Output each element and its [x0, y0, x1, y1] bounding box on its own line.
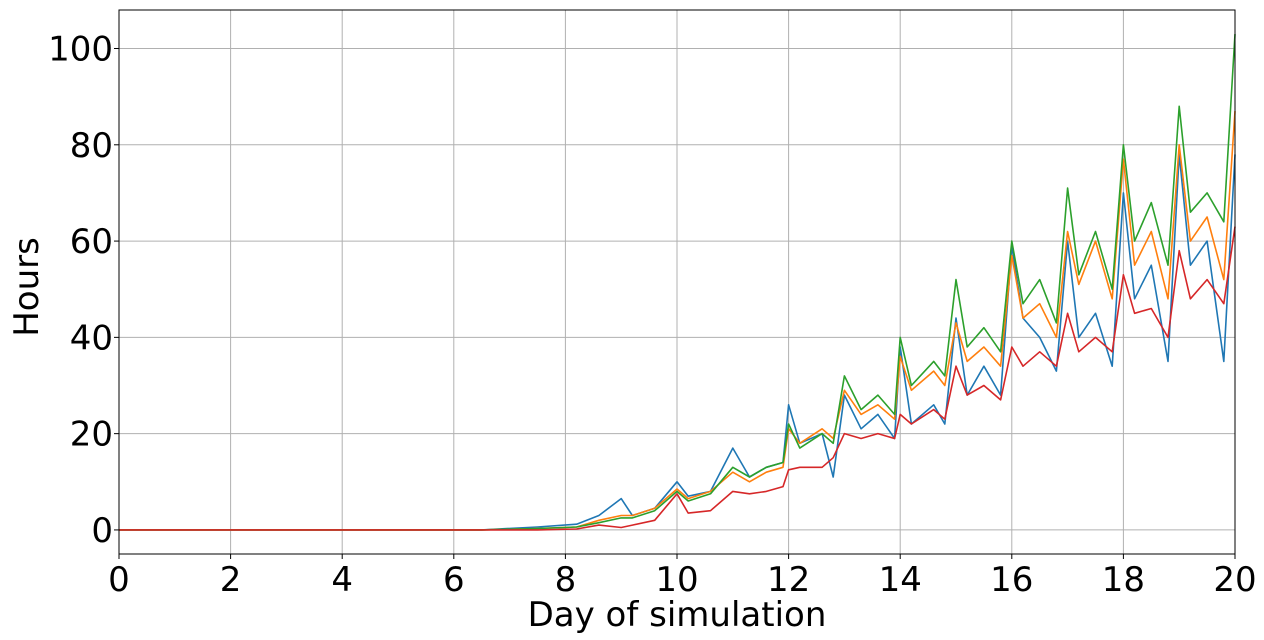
y-tick-label: 40: [70, 318, 113, 358]
y-tick-label: 80: [70, 126, 113, 166]
y-tick-label: 20: [70, 415, 113, 455]
x-tick-label: 18: [1102, 560, 1145, 600]
y-tick-label: 60: [70, 222, 113, 262]
x-tick-label: 10: [655, 560, 698, 600]
y-tick-label: 0: [91, 511, 113, 551]
x-tick-label: 12: [767, 560, 810, 600]
y-tick-label: 100: [48, 30, 113, 70]
series-line-4: [119, 226, 1236, 531]
x-tick-label: 2: [220, 560, 242, 600]
tick-marks: [114, 48, 1236, 559]
x-axis-label: Day of simulation: [528, 595, 827, 635]
series-line-3: [119, 34, 1236, 531]
y-axis-label: Hours: [7, 237, 47, 337]
x-tick-label: 16: [990, 560, 1033, 600]
grid: [118, 10, 1236, 554]
y-tick-labels: 0 20 40 60 80 100: [48, 30, 113, 551]
x-tick-label: 0: [108, 560, 130, 600]
x-tick-labels: 0 2 4 6 8 10 12 14 16 18 20: [108, 560, 1256, 600]
series-line-2: [119, 111, 1236, 531]
x-tick-label: 6: [443, 560, 465, 600]
x-tick-label: 4: [331, 560, 353, 600]
series-lines: [119, 34, 1236, 531]
series-line-1: [119, 153, 1236, 531]
x-tick-label: 14: [879, 560, 922, 600]
x-tick-label: 20: [1213, 560, 1256, 600]
x-tick-label: 8: [555, 560, 577, 600]
